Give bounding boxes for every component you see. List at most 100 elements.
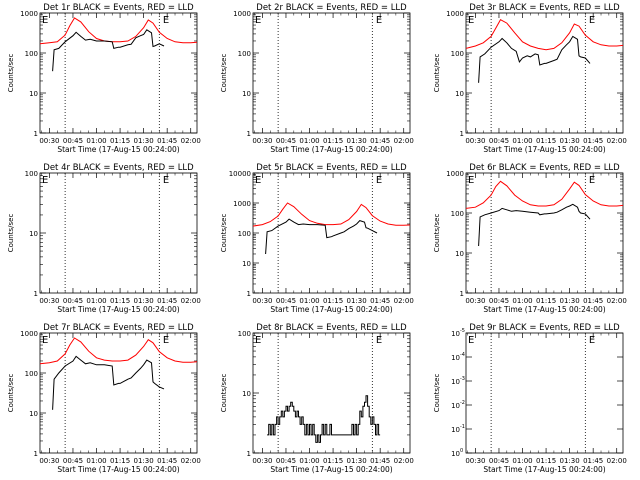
x-tick-label: 01:45: [157, 137, 177, 145]
plot-frame: [39, 332, 198, 454]
y-tick-label: 1000: [20, 10, 38, 18]
x-tick-label: 01:45: [583, 297, 603, 305]
x-tick-label: 01:30: [347, 297, 367, 305]
x-tick-label: 00:30: [252, 137, 272, 145]
x-tick-label: 02:00: [181, 297, 201, 305]
y-tick-label: 10: [29, 410, 38, 418]
x-tick-label: 01:15: [323, 457, 343, 465]
y-axis-label: Counts/sec: [220, 374, 228, 413]
flag-label: E: [42, 15, 48, 26]
y-tick-label: 10: [29, 90, 38, 98]
y-tick-label: 10: [242, 260, 251, 268]
y-tick-exponent: -5: [460, 328, 465, 334]
x-tick-label: 00:30: [465, 297, 485, 305]
x-tick-label: 00:45: [489, 297, 509, 305]
series-line-lld: [39, 337, 198, 365]
x-tick-label: 00:45: [489, 137, 509, 145]
y-tick-label: 1: [34, 130, 38, 138]
y-tick-label: 10: [451, 426, 460, 434]
y-tick-label: 100: [238, 330, 251, 338]
x-tick-label: 01:00: [512, 297, 532, 305]
x-tick-label: 01:30: [560, 297, 580, 305]
flag-label: E: [468, 335, 474, 346]
panel-det-6: Det 6r BLACK = Events, RED = LLD 1 10 100 10…: [433, 163, 627, 314]
y-tick-label: 10: [29, 230, 38, 238]
x-tick-label: 00:45: [276, 297, 296, 305]
x-tick-label: 00:30: [39, 137, 59, 145]
y-axis-label: Counts/sec: [220, 54, 228, 93]
panel-det-4: Det 4r BLACK = Events, RED = LLD 1 10 100 00…: [7, 163, 201, 314]
panel-det-3: Det 3r BLACK = Events, RED = LLD 1 10 100 10…: [433, 3, 627, 154]
x-tick-label: 01:15: [323, 137, 343, 145]
series-line-events: [478, 35, 591, 83]
x-tick-label: 01:30: [134, 137, 154, 145]
panel-title: Det 1r BLACK = Events, RED = LLD: [43, 3, 194, 13]
y-axis-label: Counts/sec: [433, 54, 441, 93]
y-axis-label: Counts/sec: [433, 374, 441, 413]
panel-det-7: Det 7r BLACK = Events, RED = LLD 1 10 100 10…: [7, 323, 201, 474]
y-tick-label: 10: [451, 450, 460, 458]
y-tick-label: 1: [247, 130, 251, 138]
y-tick-label: 100: [238, 230, 251, 238]
y-tick-label: 10: [242, 90, 251, 98]
y-tick-exponent: -1: [460, 424, 465, 430]
plot-frame: [39, 172, 198, 294]
x-axis-label: Start Time (17-Aug-15 00:24:00): [57, 145, 179, 154]
x-tick-label: 01:30: [134, 457, 154, 465]
x-axis-label: Start Time (17-Aug-15 00:24:00): [57, 465, 179, 474]
x-tick-label: 00:30: [252, 457, 272, 465]
y-tick-label: 1: [247, 450, 251, 458]
x-tick-label: 01:00: [86, 137, 106, 145]
x-tick-label: 01:00: [86, 457, 106, 465]
plot-frame: [465, 172, 624, 294]
x-tick-label: 01:15: [536, 297, 556, 305]
x-tick-label: 00:45: [276, 137, 296, 145]
flag-label: E: [468, 175, 474, 186]
flag-label: E: [255, 15, 261, 26]
x-tick-label: 00:45: [489, 457, 509, 465]
x-tick-label: 01:00: [512, 457, 532, 465]
y-tick-exponent: -4: [460, 352, 465, 358]
x-tick-label: 01:30: [560, 137, 580, 145]
y-tick-label: 1: [460, 290, 464, 298]
y-tick-label: 10: [455, 250, 464, 258]
x-tick-label: 02:00: [394, 297, 414, 305]
flag-label: E: [468, 15, 474, 26]
plot-frame: [465, 12, 624, 134]
x-axis-label: Start Time (17-Aug-15 00:24:00): [270, 145, 392, 154]
y-tick-label: 100: [25, 170, 38, 178]
y-axis-label: Counts/sec: [220, 214, 228, 253]
y-tick-exponent: -3: [460, 376, 465, 382]
flag-label: E: [163, 175, 169, 186]
series-line-events: [265, 218, 378, 255]
x-tick-label: 01:00: [299, 457, 319, 465]
series-line-events: [478, 203, 591, 247]
x-tick-label: 00:45: [63, 457, 83, 465]
x-tick-label: 01:30: [134, 297, 154, 305]
y-axis-label: Counts/sec: [7, 214, 15, 253]
x-tick-label: 01:45: [370, 137, 390, 145]
x-tick-label: 01:00: [86, 297, 106, 305]
x-tick-label: 01:00: [299, 137, 319, 145]
x-tick-label: 02:00: [394, 137, 414, 145]
y-axis-label: Counts/sec: [7, 54, 15, 93]
y-tick-label: 1000: [446, 170, 464, 178]
series-line-events: [52, 29, 165, 72]
flag-label: E: [163, 15, 169, 26]
x-axis-label: Start Time (17-Aug-15 00:24:00): [270, 465, 392, 474]
x-tick-label: 00:30: [465, 457, 485, 465]
x-tick-label: 02:00: [181, 137, 201, 145]
flag-label: E: [42, 175, 48, 186]
series-line-events: [52, 355, 165, 410]
x-axis-label: Start Time (17-Aug-15 00:24:00): [270, 305, 392, 314]
y-tick-label: 1: [460, 130, 464, 138]
panel-title: Det 2r BLACK = Events, RED = LLD: [256, 3, 407, 13]
y-tick-label: 10: [451, 354, 460, 362]
x-tick-label: 01:15: [536, 457, 556, 465]
flag-label: E: [376, 175, 382, 186]
panel-title: Det 6r BLACK = Events, RED = LLD: [469, 163, 620, 173]
x-tick-label: 02:00: [394, 457, 414, 465]
y-tick-label: 10: [451, 378, 460, 386]
y-tick-label: 100: [25, 370, 38, 378]
